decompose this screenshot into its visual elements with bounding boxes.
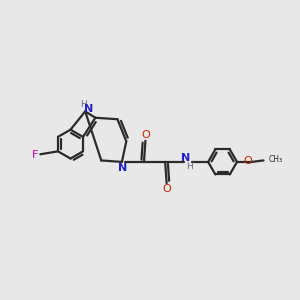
Text: H: H	[186, 161, 193, 170]
Text: N: N	[118, 163, 127, 173]
Text: N: N	[84, 104, 94, 114]
Text: F: F	[32, 151, 38, 160]
Text: CH₃: CH₃	[268, 155, 283, 164]
Text: O: O	[142, 130, 150, 140]
Text: O: O	[163, 184, 172, 194]
Text: N: N	[181, 153, 190, 164]
Text: H: H	[80, 100, 87, 109]
Text: O: O	[244, 156, 252, 166]
